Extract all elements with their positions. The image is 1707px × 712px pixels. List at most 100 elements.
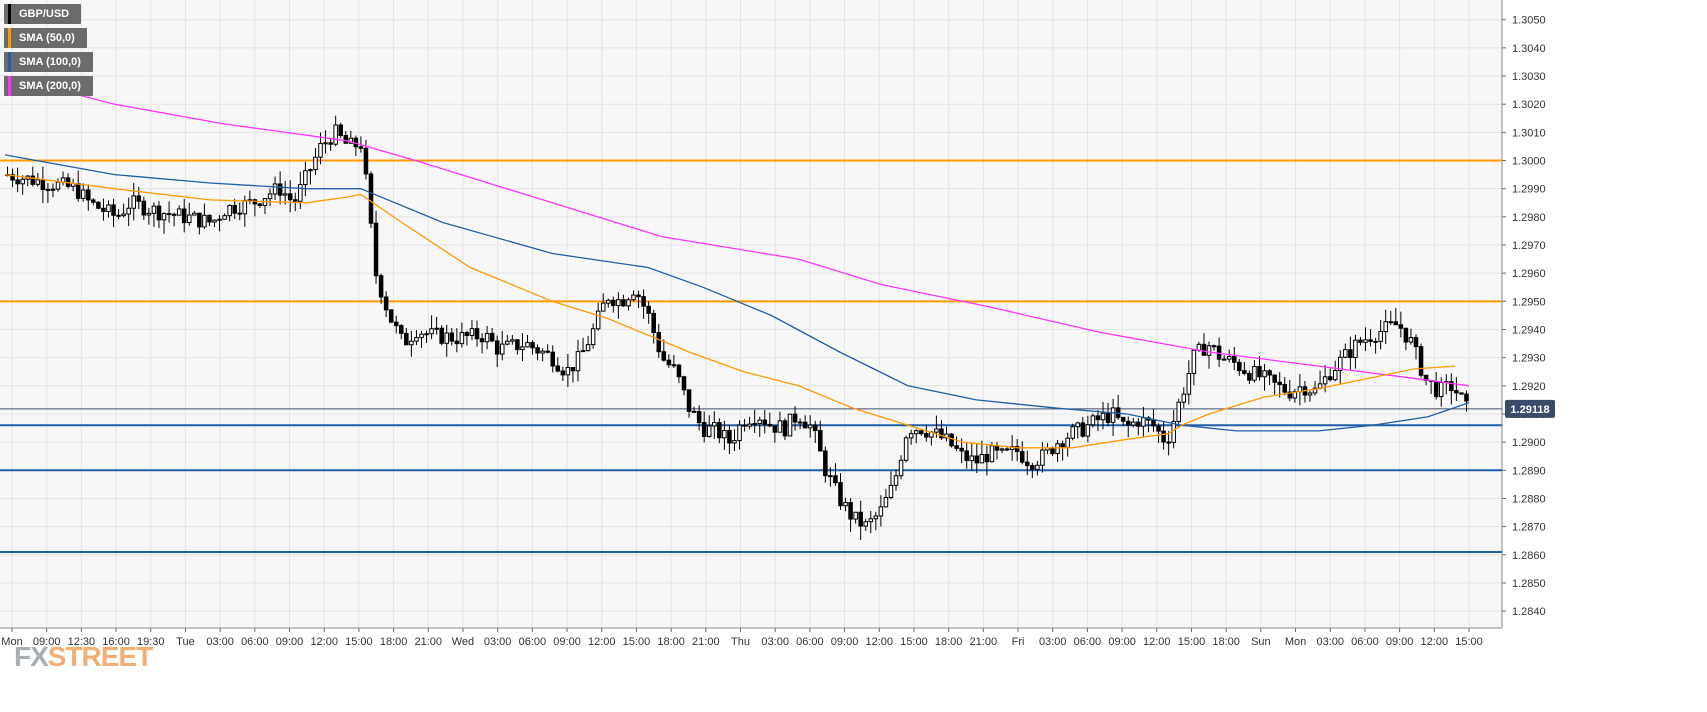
- legend-swatch-gbpusd: [8, 4, 11, 24]
- candle-body: [126, 207, 131, 215]
- legend-swatch-sma50: [8, 28, 11, 48]
- candle-body: [611, 299, 616, 307]
- candle-body: [141, 200, 147, 216]
- candle-body: [1080, 422, 1086, 437]
- candle-body: [1353, 339, 1358, 359]
- candle-body: [308, 169, 313, 172]
- candle-body: [333, 124, 338, 145]
- candle-body: [525, 342, 530, 348]
- candle-body: [1393, 321, 1399, 326]
- y-tick-label: 1.3030: [1512, 71, 1546, 83]
- y-tick-label: 1.2890: [1512, 465, 1546, 477]
- x-tick-label: 18:00: [380, 636, 408, 648]
- candle-body: [222, 215, 227, 220]
- y-tick-label: 1.3020: [1512, 99, 1546, 111]
- candle-body: [1368, 339, 1373, 343]
- candle-body: [272, 183, 278, 195]
- legend-label-gbpusd: GBP/USD: [19, 8, 70, 20]
- candle-body: [303, 170, 308, 186]
- candle-body: [1176, 401, 1181, 423]
- candle-body: [1277, 381, 1282, 385]
- candle-body: [1231, 356, 1237, 363]
- candle-body: [1464, 393, 1469, 402]
- x-tick-label: 15:00: [1455, 636, 1483, 648]
- candle-body: [782, 420, 788, 437]
- candle-body: [535, 347, 540, 354]
- candle-body: [1459, 392, 1464, 395]
- legend-sma100[interactable]: SMA (100,0): [4, 52, 93, 72]
- candle-body: [101, 207, 106, 213]
- candle-body: [1454, 390, 1459, 394]
- candle-body: [212, 219, 217, 223]
- legend-label-sma50: SMA (50,0): [19, 32, 75, 44]
- candle-body: [404, 332, 409, 346]
- x-tick-label: Thu: [731, 636, 750, 648]
- legend-label-sma100: SMA (100,0): [19, 56, 81, 68]
- candle-body: [409, 340, 414, 346]
- candle-body: [777, 420, 783, 433]
- candle-body: [166, 213, 172, 216]
- x-tick-label: 09:00: [831, 636, 859, 648]
- candle-body: [959, 447, 964, 452]
- candle-body: [1004, 448, 1010, 451]
- candle-body: [732, 440, 737, 444]
- candle-body: [151, 205, 157, 214]
- candle-body: [494, 340, 500, 355]
- candle-body: [580, 350, 586, 353]
- candle-body: [671, 364, 677, 367]
- x-tick-label: 19:30: [137, 636, 165, 648]
- candle-body: [934, 428, 939, 433]
- candle-body: [691, 410, 697, 413]
- candle-body: [712, 422, 717, 427]
- candle-body: [1156, 425, 1161, 432]
- candle-body: [883, 496, 889, 508]
- x-tick-label: 12:00: [1143, 636, 1171, 648]
- x-tick-label: 21:00: [970, 636, 998, 648]
- candle-body: [1247, 372, 1252, 381]
- legend-sma50[interactable]: SMA (50,0): [4, 28, 87, 48]
- current-price-label: 1.29118: [1510, 404, 1549, 416]
- candle-body: [1418, 346, 1424, 376]
- legend-sma200[interactable]: SMA (200,0): [4, 76, 93, 96]
- y-tick-label: 1.2980: [1512, 212, 1546, 224]
- x-tick-label: Mon: [1285, 636, 1306, 648]
- candle-body: [80, 189, 86, 199]
- x-tick-label: 03:00: [1316, 636, 1344, 648]
- y-tick-label: 1.2970: [1512, 240, 1546, 252]
- candle-body: [1060, 443, 1065, 448]
- candle-body: [1449, 381, 1454, 392]
- x-tick-label: Wed: [452, 636, 474, 648]
- candle-body: [833, 475, 838, 484]
- x-tick-label: 06:00: [241, 636, 269, 648]
- candle-body: [949, 433, 954, 447]
- legend-gbpusd[interactable]: GBP/USD: [4, 4, 82, 24]
- candle-body: [913, 430, 919, 435]
- candle-body: [1257, 365, 1262, 378]
- candle-body: [1378, 331, 1383, 342]
- candle-body: [1085, 424, 1091, 437]
- x-tick-label: 15:00: [1178, 636, 1206, 648]
- candle-body: [752, 423, 757, 426]
- candle-body: [227, 204, 232, 217]
- candle-body: [131, 195, 136, 209]
- candle-body: [1226, 356, 1232, 360]
- candle-body: [328, 142, 333, 145]
- candle-body: [792, 413, 798, 423]
- candle-body: [686, 389, 692, 412]
- y-tick-label: 1.2850: [1512, 578, 1546, 590]
- candle-body: [1252, 365, 1257, 381]
- x-tick-label: 06:00: [796, 636, 824, 648]
- candle-body: [1050, 447, 1055, 455]
- candle-body: [40, 179, 46, 191]
- candle-body: [75, 183, 81, 199]
- fxstreet-logo: FXSTREET: [14, 641, 153, 673]
- candle-body: [1262, 370, 1267, 378]
- candle-body: [1035, 464, 1040, 470]
- candle-body: [373, 222, 379, 277]
- candle-body: [237, 212, 243, 215]
- x-tick-label: 06:00: [1074, 636, 1102, 648]
- candle-body: [439, 327, 444, 344]
- candle-body: [939, 428, 944, 439]
- candle-body: [1090, 415, 1096, 426]
- candle-body: [969, 455, 975, 462]
